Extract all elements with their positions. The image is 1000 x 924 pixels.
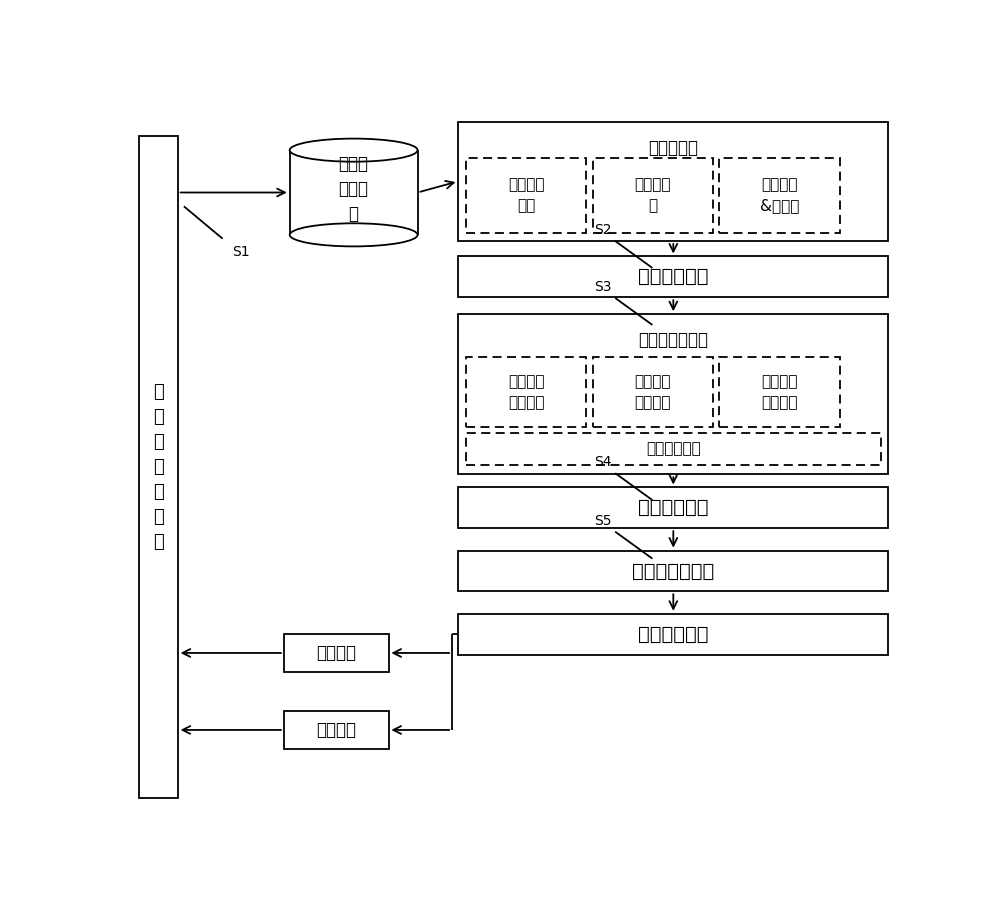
Text: 综合评价指标: 综合评价指标 bbox=[646, 442, 701, 456]
Text: 热
风
炉
烧
炉
过
程: 热 风 炉 烧 炉 过 程 bbox=[153, 383, 164, 551]
Text: 分段聚合
特征表示: 分段聚合 特征表示 bbox=[508, 374, 544, 410]
FancyBboxPatch shape bbox=[466, 432, 881, 465]
Text: 烧炉操
作样本
集: 烧炉操 作样本 集 bbox=[339, 154, 369, 223]
FancyBboxPatch shape bbox=[458, 256, 888, 298]
FancyBboxPatch shape bbox=[719, 358, 840, 427]
Text: S3: S3 bbox=[594, 280, 611, 294]
FancyBboxPatch shape bbox=[466, 158, 586, 234]
Text: 异常数据
处理: 异常数据 处理 bbox=[508, 177, 544, 213]
FancyBboxPatch shape bbox=[458, 314, 888, 474]
Text: 动态时间
规整距离: 动态时间 规整距离 bbox=[635, 374, 671, 410]
Text: 空气阀门: 空气阀门 bbox=[316, 721, 356, 739]
FancyBboxPatch shape bbox=[284, 634, 388, 673]
FancyBboxPatch shape bbox=[458, 614, 888, 654]
Text: 密度峰値
快速聚类: 密度峰値 快速聚类 bbox=[761, 374, 798, 410]
Text: 模式分类与评价: 模式分类与评价 bbox=[638, 331, 708, 349]
FancyBboxPatch shape bbox=[139, 136, 178, 797]
Text: 缺失值填
补: 缺失值填 补 bbox=[635, 177, 671, 213]
Text: 分时段多级匹配: 分时段多级匹配 bbox=[632, 562, 714, 580]
FancyBboxPatch shape bbox=[466, 358, 586, 427]
Text: 噪声滤波
&归一化: 噪声滤波 &归一化 bbox=[760, 177, 799, 213]
Text: 数据预处理: 数据预处理 bbox=[648, 140, 698, 157]
FancyBboxPatch shape bbox=[593, 358, 713, 427]
FancyBboxPatch shape bbox=[593, 158, 713, 234]
Text: 煌气阀门: 煌气阀门 bbox=[316, 644, 356, 662]
FancyBboxPatch shape bbox=[458, 122, 888, 241]
Text: 模式匹配空间: 模式匹配空间 bbox=[638, 498, 709, 517]
FancyBboxPatch shape bbox=[458, 551, 888, 591]
Ellipse shape bbox=[290, 139, 418, 162]
Text: 优良烧炉炉次: 优良烧炉炉次 bbox=[638, 267, 709, 286]
Text: S2: S2 bbox=[594, 224, 611, 237]
Text: S4: S4 bbox=[594, 456, 611, 469]
Text: 最优操作模式: 最优操作模式 bbox=[638, 625, 709, 644]
Ellipse shape bbox=[290, 224, 418, 247]
FancyBboxPatch shape bbox=[719, 158, 840, 234]
FancyBboxPatch shape bbox=[458, 488, 888, 529]
Text: S5: S5 bbox=[594, 514, 611, 528]
FancyBboxPatch shape bbox=[284, 711, 388, 749]
Text: S1: S1 bbox=[232, 245, 250, 259]
